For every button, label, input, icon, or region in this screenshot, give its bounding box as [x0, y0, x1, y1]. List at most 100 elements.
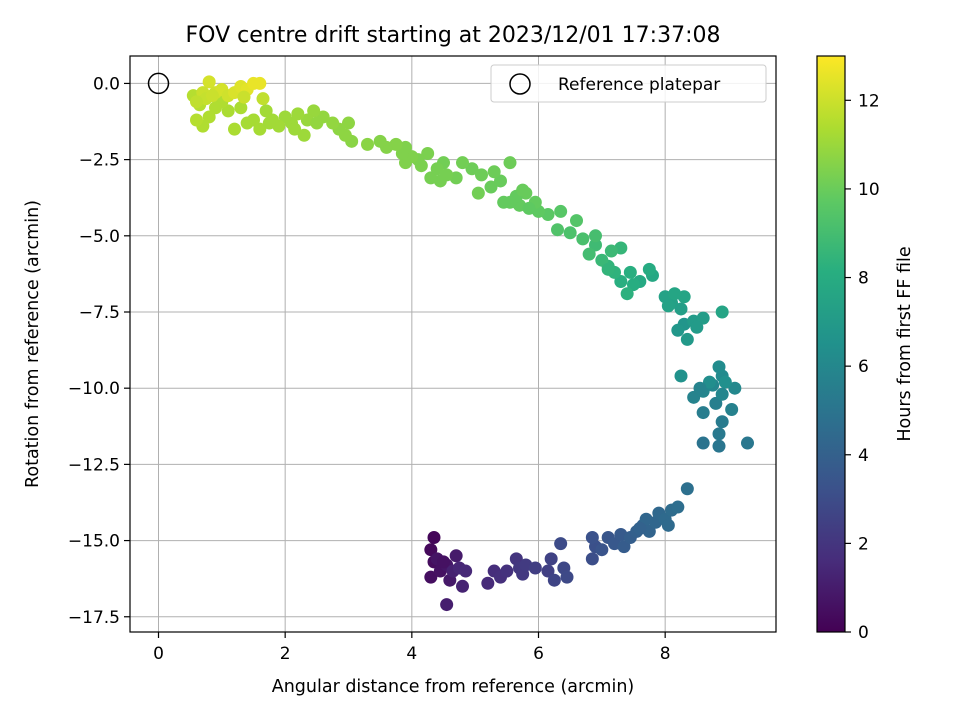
data-point — [256, 92, 270, 106]
y-axis-label: Rotation from reference (arcmin) — [23, 200, 43, 488]
y-tick-label: −17.5 — [68, 608, 120, 628]
data-point — [661, 518, 675, 532]
data-point — [481, 576, 495, 590]
data-point — [601, 262, 615, 276]
data-point — [551, 223, 564, 237]
data-point — [725, 403, 739, 417]
data-point — [642, 262, 656, 276]
data-point — [589, 229, 602, 243]
data-point — [373, 134, 387, 148]
legend-box — [490, 64, 767, 103]
data-point — [202, 75, 216, 89]
data-point — [693, 381, 707, 395]
data-point — [421, 147, 435, 161]
data-point — [541, 564, 555, 578]
data-point — [253, 122, 267, 136]
data-point — [570, 214, 583, 228]
data-point — [582, 247, 596, 261]
data-point — [228, 122, 241, 136]
data-point — [307, 104, 321, 118]
data-point — [326, 116, 340, 130]
data-point — [595, 253, 609, 267]
data-point — [554, 204, 568, 218]
data-point — [253, 76, 267, 90]
data-point — [661, 299, 675, 313]
data-point — [497, 195, 511, 209]
x-tick-label: 6 — [533, 644, 544, 664]
colorbar-tick-label: 0 — [858, 623, 869, 643]
data-point — [712, 439, 726, 453]
data-point — [639, 512, 653, 526]
data-point — [361, 137, 374, 151]
data-point — [427, 531, 441, 545]
data-point — [522, 201, 536, 215]
data-point — [703, 375, 716, 389]
y-tick-label: −2.5 — [79, 151, 120, 171]
data-point — [278, 110, 292, 124]
y-tick-label: 0.0 — [93, 74, 120, 94]
data-point — [728, 381, 742, 395]
data-point — [437, 555, 450, 569]
data-point — [712, 427, 726, 441]
data-point — [475, 168, 488, 182]
y-axis-ticks: 0.0 −2.5 −5.0 −7.5 −10.0 −12.5 −15.0 −17.5 — [68, 74, 130, 628]
data-point — [585, 552, 599, 566]
data-point — [617, 540, 631, 554]
data-point — [424, 171, 438, 185]
data-point — [240, 116, 254, 130]
y-tick-label: −10.0 — [68, 379, 120, 399]
data-point — [528, 561, 542, 575]
data-point — [440, 598, 454, 612]
data-point — [614, 275, 628, 289]
data-point — [297, 128, 311, 142]
data-point — [234, 101, 248, 115]
data-point — [544, 552, 558, 566]
data-point — [687, 390, 701, 404]
data-point — [715, 415, 729, 429]
data-point — [554, 537, 568, 551]
data-point — [500, 564, 514, 578]
colorbar-tick-label: 6 — [858, 357, 869, 377]
data-point — [585, 531, 599, 545]
x-tick-label: 8 — [660, 644, 671, 664]
data-point — [696, 311, 710, 325]
data-point — [190, 95, 203, 109]
x-tick-label: 4 — [406, 644, 417, 664]
colorbar-ticks: 0 2 4 6 8 10 12 — [845, 91, 880, 643]
colorbar-gradient — [816, 55, 846, 633]
data-point — [741, 436, 754, 450]
colorbar-tick-label: 4 — [858, 446, 869, 466]
data-point — [680, 482, 694, 496]
x-tick-label: 0 — [153, 644, 164, 664]
data-point — [291, 107, 305, 121]
data-point — [262, 116, 276, 130]
data-point — [494, 174, 507, 188]
data-point — [424, 543, 438, 557]
data-point — [696, 436, 710, 450]
data-point — [680, 332, 694, 346]
data-point — [589, 238, 602, 252]
data-point — [484, 180, 498, 194]
data-point — [547, 573, 561, 587]
data-point — [633, 521, 647, 535]
data-point — [342, 116, 355, 130]
scatter-points — [186, 75, 754, 612]
colorbar-tick-label: 8 — [858, 269, 869, 289]
data-point — [709, 396, 723, 410]
data-point — [715, 305, 729, 319]
data-point — [563, 226, 577, 240]
legend-label: Reference platepar — [558, 75, 720, 95]
legend: Reference platepar — [490, 64, 767, 103]
data-point — [668, 287, 682, 301]
data-point — [310, 116, 324, 130]
colorbar-tick-label: 10 — [858, 180, 880, 200]
data-point — [456, 156, 469, 170]
data-point — [560, 570, 574, 584]
colorbar-label: Hours from first FF file — [895, 246, 915, 441]
data-point — [221, 104, 235, 118]
data-point — [202, 110, 216, 124]
y-tick-label: −12.5 — [68, 455, 120, 475]
reference-point — [147, 72, 170, 95]
data-point — [712, 360, 726, 374]
